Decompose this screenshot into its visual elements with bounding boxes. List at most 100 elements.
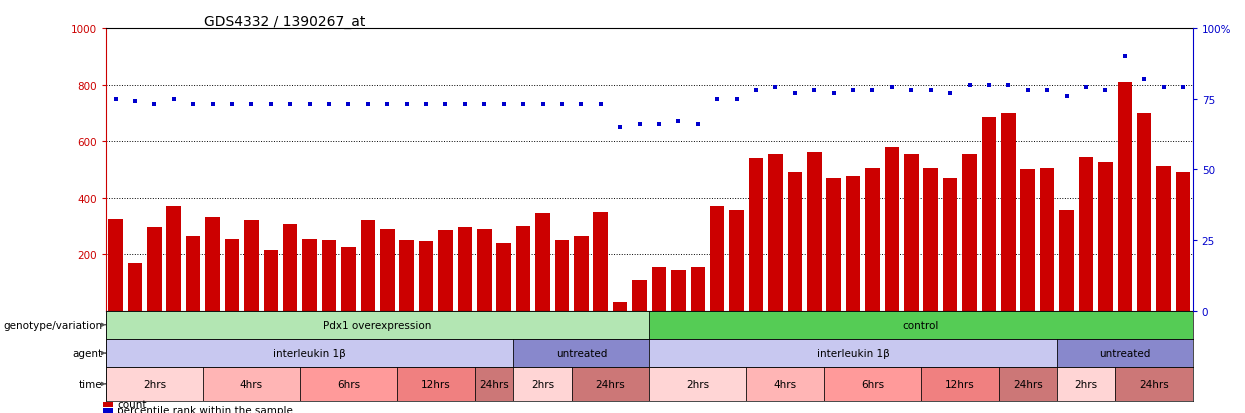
Bar (283, 225, 298, 311)
Text: count: count (117, 399, 147, 409)
Point (1154, 85, 1174, 91)
Text: agent: agent (72, 348, 102, 358)
Point (552, 102, 571, 108)
Bar (1098, 163, 1113, 311)
Bar (1078, 157, 1093, 311)
Text: 2hrs: 2hrs (530, 379, 554, 389)
Bar (788, 173, 802, 311)
Bar (321, 240, 336, 311)
Bar (106, 339, 513, 367)
Bar (650, 367, 746, 401)
Bar (730, 211, 743, 311)
Bar (924, 169, 937, 311)
Point (183, 102, 203, 108)
Point (280, 102, 300, 108)
Point (1037, 88, 1057, 94)
Bar (474, 367, 513, 401)
Bar (1118, 83, 1132, 311)
Point (124, 99, 144, 106)
Bar (477, 229, 492, 311)
Point (106, 96, 126, 103)
Bar (1057, 367, 1116, 401)
Bar (1157, 167, 1170, 311)
Bar (108, 219, 123, 311)
Bar (904, 154, 919, 311)
Point (998, 82, 1018, 89)
Text: GDS4332 / 1390267_at: GDS4332 / 1390267_at (204, 15, 365, 29)
Bar (167, 206, 181, 311)
Bar (942, 178, 957, 311)
Point (1173, 85, 1193, 91)
Point (436, 102, 456, 108)
Point (921, 88, 941, 94)
Bar (300, 367, 397, 401)
Point (357, 102, 377, 108)
Bar (574, 236, 589, 311)
Bar (303, 239, 317, 311)
Point (881, 85, 901, 91)
Text: untreated: untreated (555, 348, 608, 358)
Text: 2hrs: 2hrs (686, 379, 710, 389)
Point (707, 96, 727, 103)
Text: 24hrs: 24hrs (479, 379, 509, 389)
Bar (244, 221, 259, 311)
Bar (147, 228, 162, 311)
Bar (418, 242, 433, 311)
Bar (885, 147, 899, 311)
Point (377, 102, 397, 108)
Bar (748, 159, 763, 311)
Bar (106, 367, 203, 401)
Point (863, 88, 883, 94)
Bar (264, 250, 278, 311)
Bar (513, 367, 571, 401)
Bar (400, 240, 413, 311)
Bar (1059, 211, 1074, 311)
Point (843, 88, 863, 94)
Text: 12hrs: 12hrs (945, 379, 975, 389)
Bar (1021, 170, 1035, 311)
Point (669, 119, 688, 125)
Point (1017, 88, 1037, 94)
Point (901, 88, 921, 94)
Bar (203, 367, 300, 401)
Bar (1040, 169, 1055, 311)
Point (746, 88, 766, 94)
Bar (186, 236, 200, 311)
Text: 2hrs: 2hrs (143, 379, 166, 389)
Bar (1001, 114, 1016, 311)
Bar (650, 339, 1057, 367)
Bar (458, 228, 472, 311)
Bar (1116, 367, 1193, 401)
Point (242, 102, 261, 108)
Bar (998, 367, 1057, 401)
Point (474, 102, 494, 108)
Text: 24hrs: 24hrs (1013, 379, 1042, 389)
Text: percentile rank within the sample: percentile rank within the sample (117, 405, 293, 413)
Point (1134, 76, 1154, 83)
Point (960, 82, 980, 89)
Bar (128, 263, 142, 311)
Bar (865, 169, 880, 311)
Bar (397, 367, 474, 401)
Text: 6hrs: 6hrs (860, 379, 884, 389)
Bar (827, 178, 840, 311)
Point (630, 121, 650, 128)
Bar (106, 311, 650, 339)
Bar (746, 367, 824, 401)
Bar (1175, 173, 1190, 311)
Bar (535, 214, 550, 311)
Point (454, 102, 474, 108)
Point (940, 90, 960, 97)
Text: untreated: untreated (1099, 348, 1150, 358)
Text: 12hrs: 12hrs (421, 379, 451, 389)
Point (1057, 93, 1077, 100)
Text: genotype/variation: genotype/variation (4, 320, 102, 330)
Bar (205, 218, 220, 311)
Text: interleukin 1β: interleukin 1β (273, 348, 346, 358)
Bar (555, 240, 569, 311)
Bar (824, 367, 921, 401)
Bar (380, 229, 395, 311)
Bar (710, 206, 725, 311)
Point (319, 102, 339, 108)
Bar (438, 230, 453, 311)
